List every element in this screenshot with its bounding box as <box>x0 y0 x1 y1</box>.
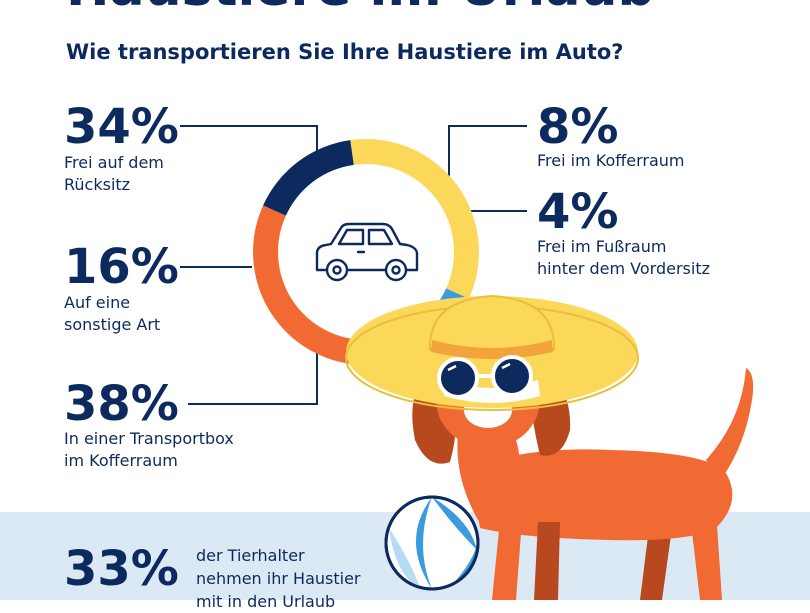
label-sonst: Auf eine sonstige Art <box>64 292 160 336</box>
car-icon <box>315 222 419 282</box>
connector-box <box>188 353 318 405</box>
label-koffer: Frei im Kofferraum <box>537 150 685 172</box>
beach-ball-illustration <box>384 495 480 591</box>
donut-slice-4 <box>263 140 354 216</box>
label-urlaub-line2: nehmen ihr Haustier <box>196 569 361 588</box>
label-koffer-line1: Frei im Kofferraum <box>537 151 685 170</box>
sunglasses-illustration <box>437 355 533 399</box>
pct-koffer: 8% <box>537 99 619 155</box>
pct-urlaub: 33% <box>64 541 179 597</box>
infographic-graphics <box>180 125 754 600</box>
donut-slice-0 <box>350 138 480 299</box>
label-fuss: Frei im Fußraum hinter dem Vordersitz <box>537 236 710 280</box>
pct-rueck: 34% <box>64 99 179 155</box>
label-urlaub-line1: der Tierhalter <box>196 546 305 565</box>
chart-question: Wie transportieren Sie Ihre Haustiere im… <box>66 40 624 64</box>
label-fuss-line2: hinter dem Vordersitz <box>537 259 710 278</box>
connector-lines <box>180 125 527 405</box>
pct-fuss: 4% <box>537 184 619 240</box>
label-box-line2: im Kofferraum <box>64 451 178 470</box>
label-rueck: Frei auf dem Rücksitz <box>64 152 164 196</box>
label-rueck-line2: Rücksitz <box>64 175 131 194</box>
label-rueck-line1: Frei auf dem <box>64 153 164 172</box>
connector-koffer <box>448 125 527 180</box>
label-sonst-line1: Auf eine <box>64 293 131 312</box>
label-box: In einer Transportbox im Kofferraum <box>64 428 234 472</box>
pct-box: 38% <box>64 376 179 432</box>
label-fuss-line1: Frei im Fußraum <box>537 237 667 256</box>
donut-slice-3 <box>253 205 410 365</box>
label-urlaub: der Tierhalter nehmen ihr Haustier mit i… <box>196 544 360 613</box>
pct-sonst: 16% <box>64 239 179 295</box>
page-title: Haustiere im Urlaub <box>66 0 655 18</box>
label-box-line1: In einer Transportbox <box>64 429 234 448</box>
label-sonst-line2: sonstige Art <box>64 315 161 334</box>
sun-hat-illustration <box>345 294 639 411</box>
label-urlaub-line3: mit in den Urlaub <box>196 592 336 611</box>
connector-rueck <box>180 125 318 153</box>
